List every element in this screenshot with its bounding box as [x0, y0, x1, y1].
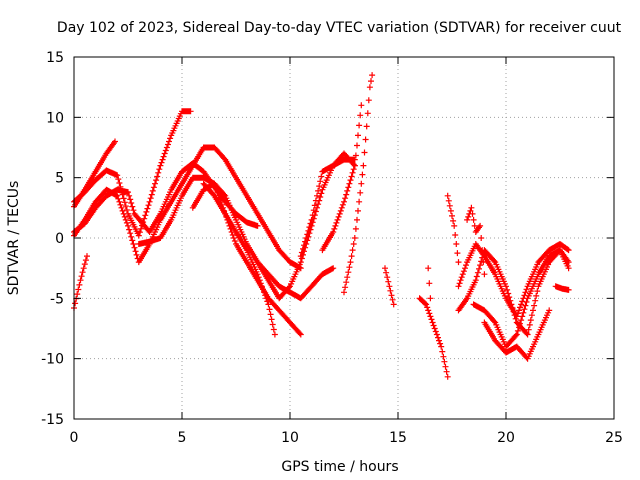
data-point-markers [416, 295, 451, 380]
series-track-19 [470, 247, 572, 350]
y-tick-label: -10 [41, 352, 64, 368]
y-axis-label: SDTVAR / TECUs [6, 181, 22, 296]
x-tick-label: 5 [178, 430, 187, 446]
data-point-markers [444, 192, 462, 266]
y-tick-label: 15 [46, 50, 64, 66]
x-tick-label: 10 [281, 430, 299, 446]
data-point-markers [254, 156, 358, 302]
data-point-markers [481, 307, 553, 362]
series-track-15 [425, 265, 434, 302]
x-tick-label: 15 [389, 430, 407, 446]
data-point-markers [470, 247, 572, 350]
series-track-8 [200, 180, 278, 338]
series-track-12 [341, 72, 376, 296]
x-axis-label: GPS time / hours [281, 459, 398, 475]
data-point-markers [319, 102, 365, 254]
x-tick-label: 25 [605, 430, 623, 446]
data-point-markers [552, 283, 572, 293]
data-point-markers [425, 265, 434, 302]
series-track-18 [455, 247, 572, 338]
chart-title: Day 102 of 2023, Sidereal Day-to-day VTE… [57, 20, 622, 36]
y-tick-label: -5 [50, 291, 64, 307]
series-track-21 [464, 204, 488, 278]
series-track-10 [297, 150, 358, 260]
data-point-markers [135, 174, 337, 302]
data-points [71, 72, 572, 380]
data-point-markers [455, 247, 572, 338]
data-point-markers [382, 265, 397, 308]
y-tick-label: 10 [46, 110, 64, 126]
series-track-20 [481, 307, 553, 362]
x-tick-label: 20 [497, 430, 515, 446]
x-tick-label: 0 [70, 430, 79, 446]
data-point-markers [71, 144, 304, 272]
series-track-6 [135, 174, 337, 302]
grid [74, 57, 614, 419]
data-point-markers [297, 150, 358, 260]
y-tick-label: 0 [55, 231, 64, 247]
series-track-5 [71, 144, 304, 272]
series-track-22 [552, 283, 572, 293]
data-point-markers [200, 180, 278, 338]
series-track-16 [444, 192, 462, 266]
series-track-11 [319, 102, 365, 254]
y-tick-label: 5 [55, 171, 64, 187]
series-track-9 [254, 156, 358, 302]
series-track-14 [416, 295, 451, 380]
series-track-13 [382, 265, 397, 308]
data-point-markers [464, 204, 488, 278]
y-tick-label: -15 [41, 412, 64, 428]
axis-ticks: 0 5 10 15 20 25 -15 -10 -5 0 5 10 15 [41, 50, 623, 446]
data-point-markers [341, 72, 376, 296]
